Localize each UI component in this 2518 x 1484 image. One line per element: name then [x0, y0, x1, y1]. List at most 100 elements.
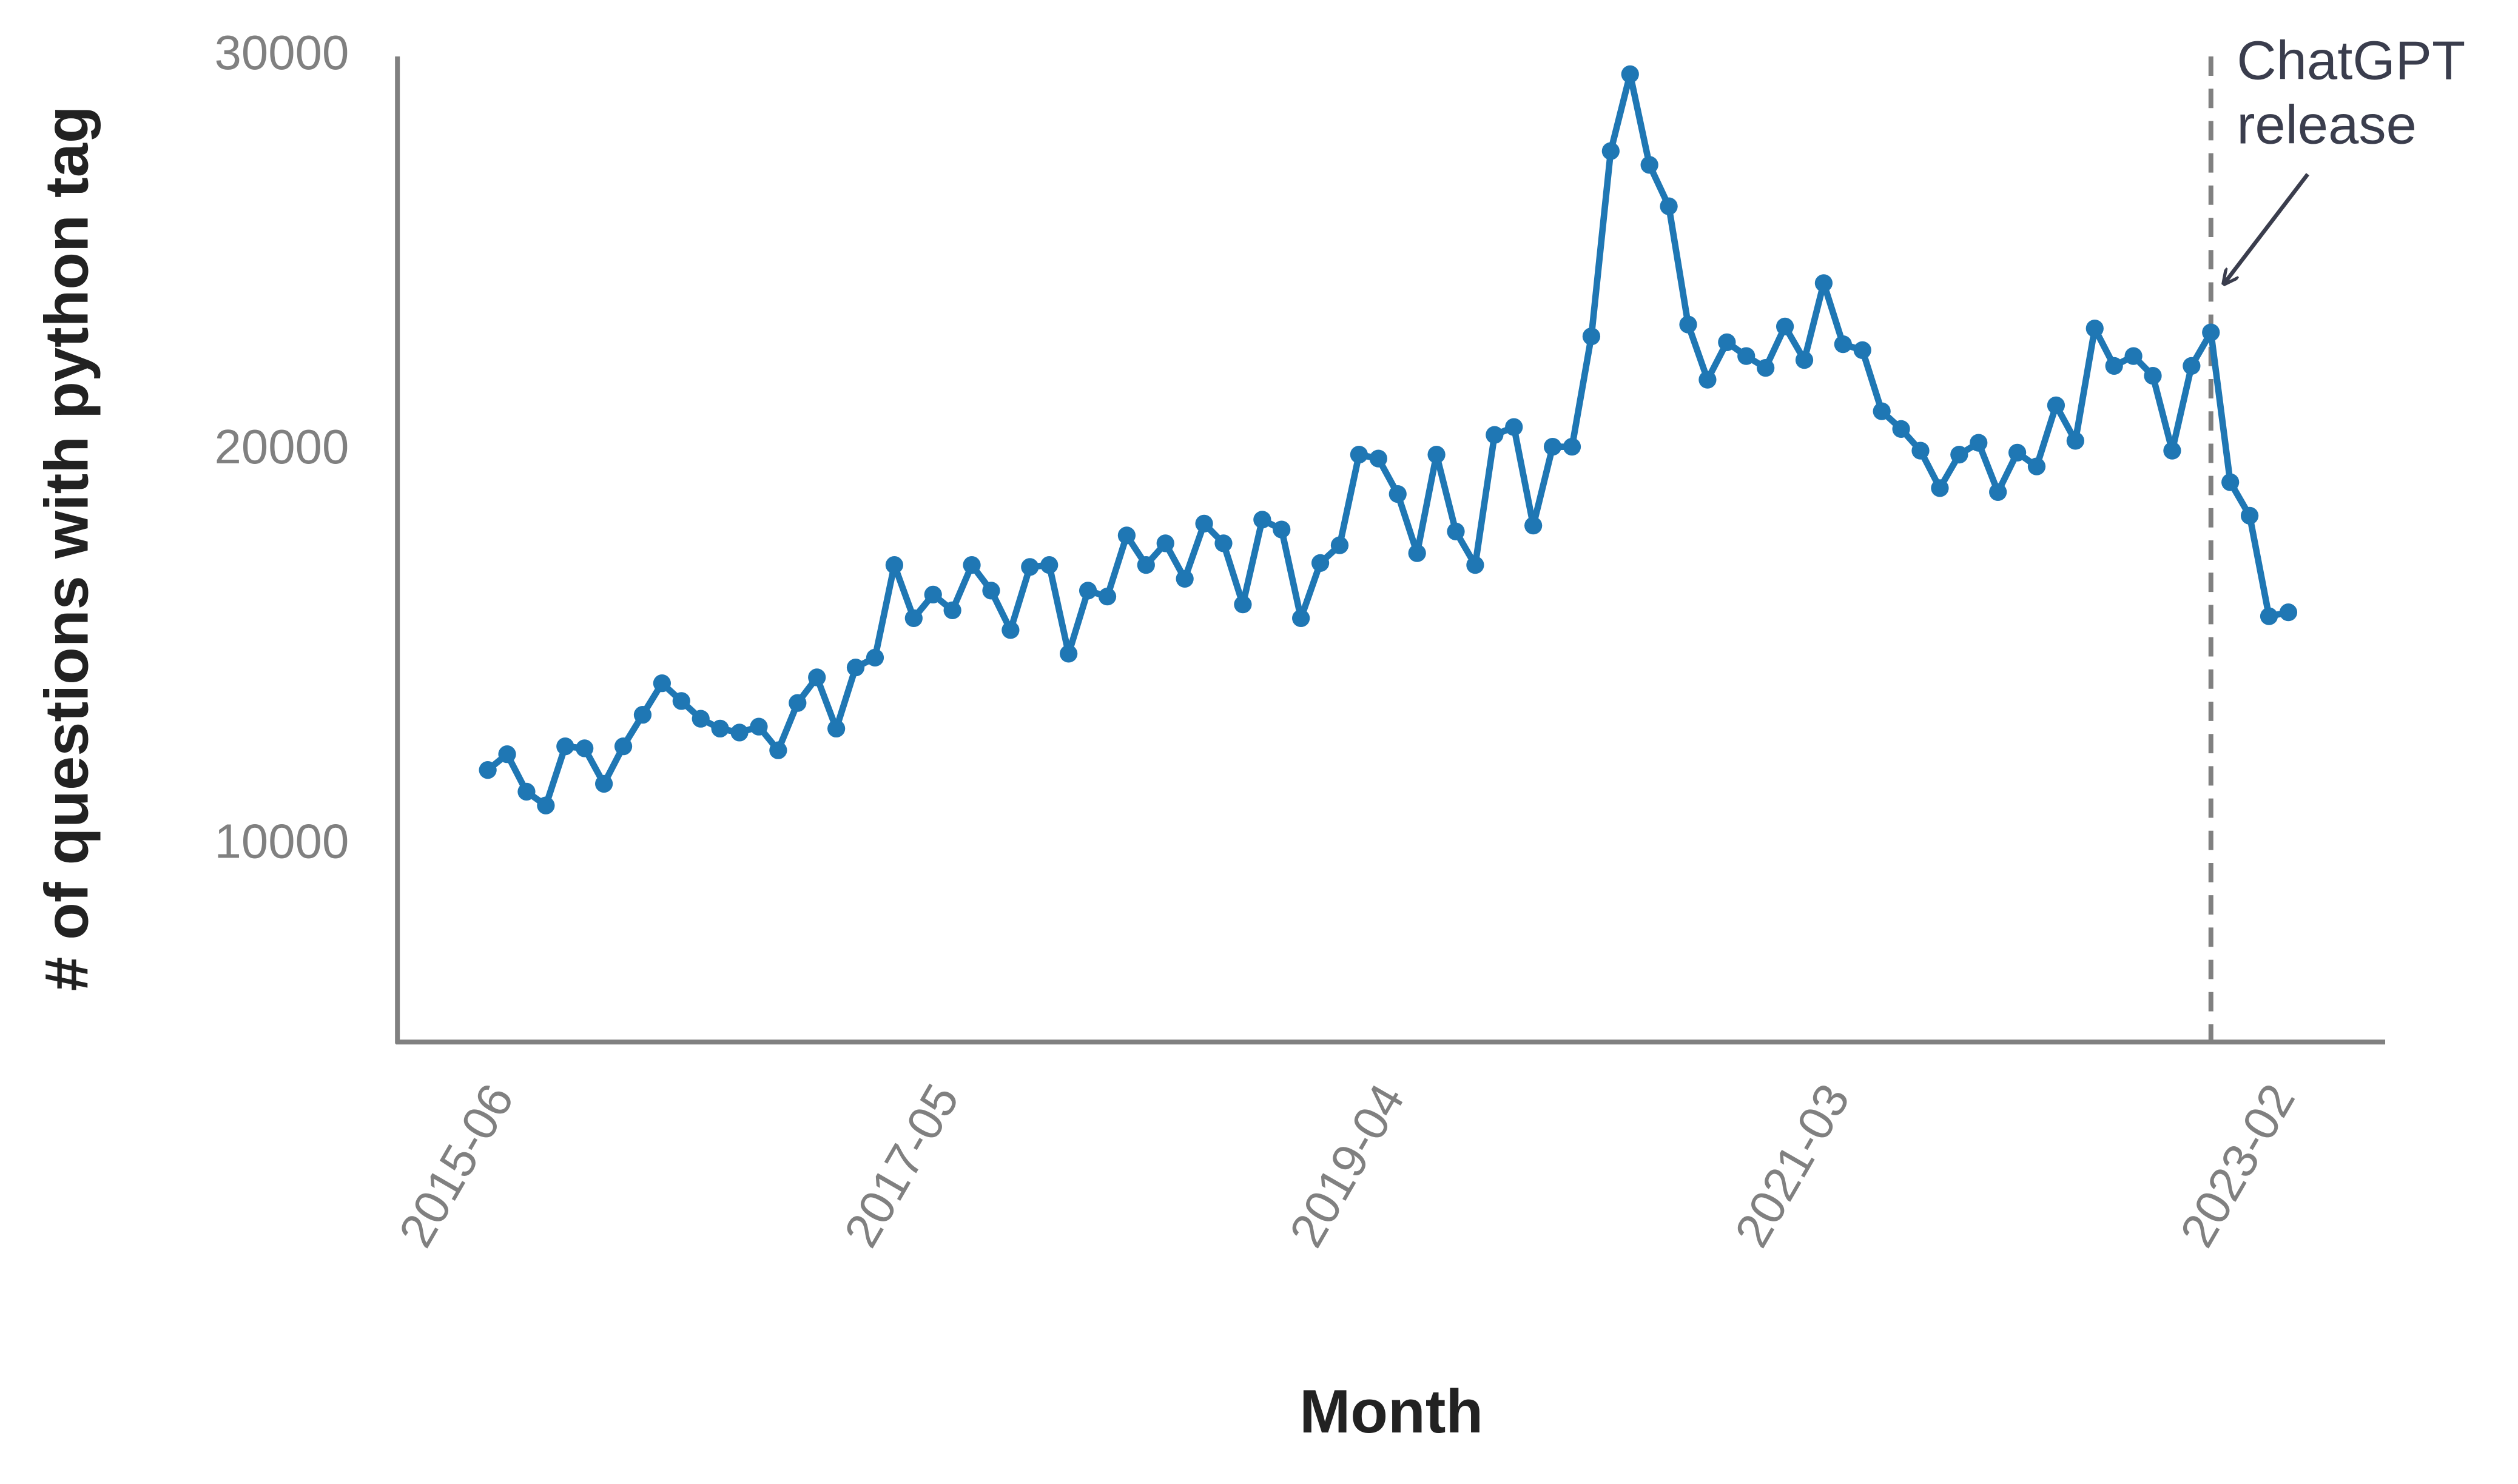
data-point — [517, 782, 536, 801]
data-point — [924, 585, 942, 604]
data-point — [1814, 274, 1833, 292]
data-point — [1718, 333, 1736, 352]
data-point — [1292, 609, 1310, 628]
data-point — [1466, 556, 1484, 574]
data-point — [2260, 607, 2278, 625]
data-point — [2047, 396, 2065, 415]
data-point — [1253, 511, 1271, 529]
data-point — [1989, 483, 2007, 502]
data-point — [1311, 554, 1330, 572]
data-point — [2221, 473, 2240, 491]
annotation-arrow — [2224, 173, 2309, 284]
data-point — [1079, 582, 1097, 600]
data-point — [1214, 534, 1233, 552]
data-point — [1137, 556, 1155, 574]
data-point — [1660, 197, 1678, 215]
y-tick-label: 20000 — [215, 420, 349, 474]
data-point — [1408, 544, 1426, 562]
data-point — [1873, 402, 1891, 420]
data-point — [2279, 603, 2298, 622]
data-point — [1369, 449, 1387, 468]
data-point — [827, 719, 846, 738]
data-point — [730, 724, 749, 742]
data-point — [479, 761, 497, 779]
data-point — [1950, 446, 1968, 464]
data-point — [1234, 596, 1252, 614]
data-point — [1176, 569, 1194, 588]
data-point — [1427, 446, 1446, 464]
data-point — [1330, 536, 1349, 554]
x-tick-label: 2017-05 — [833, 1075, 969, 1256]
data-point — [498, 745, 516, 764]
data-point — [1447, 522, 1465, 541]
data-point — [1524, 517, 1543, 535]
data-point — [1389, 485, 1407, 503]
data-point — [1543, 438, 1562, 456]
data-point — [692, 710, 710, 728]
data-point — [1001, 621, 1020, 639]
data-point — [1834, 335, 1852, 354]
data-point — [2027, 457, 2046, 475]
data-point — [537, 796, 555, 814]
data-point — [885, 556, 904, 574]
y-axis-label: # of questions with python tag — [33, 106, 101, 991]
data-point — [808, 668, 826, 687]
x-tick-label: 2023-02 — [2170, 1075, 2305, 1256]
data-point — [1892, 420, 1910, 438]
data-point — [1021, 558, 1039, 576]
data-point — [1776, 317, 1794, 336]
data-point — [1195, 514, 1213, 533]
data-point — [750, 717, 768, 736]
data-point — [1853, 341, 1871, 360]
data-point — [1040, 556, 1059, 574]
data-point — [711, 719, 729, 738]
data-point — [1350, 446, 1368, 464]
data-point — [2144, 367, 2162, 385]
data-point — [594, 774, 613, 793]
data-point — [866, 648, 884, 667]
data-point — [2202, 323, 2220, 341]
data-point — [614, 737, 633, 756]
y-tick-label: 10000 — [215, 814, 349, 868]
data-point — [1563, 438, 1581, 456]
data-point — [1931, 479, 1949, 497]
data-point — [1737, 347, 1756, 365]
annotation-text: ChatGPT — [2237, 30, 2465, 91]
data-point — [1117, 526, 1136, 545]
data-point — [2124, 347, 2143, 365]
x-tick-label: 2021-03 — [1725, 1075, 1860, 1256]
data-point — [1098, 588, 1117, 606]
data-point — [1698, 371, 1717, 389]
data-point — [2163, 442, 2181, 460]
data-point — [653, 674, 672, 693]
data-point — [633, 706, 652, 724]
x-tick-label: 2019-04 — [1279, 1075, 1414, 1256]
data-point — [846, 659, 865, 677]
data-point — [963, 556, 981, 574]
data-point — [2240, 506, 2259, 525]
data-point — [1060, 645, 1078, 663]
data-point — [769, 741, 787, 759]
x-axis-label: Month — [1299, 1378, 1483, 1446]
data-point — [2008, 443, 2027, 462]
data-point — [2066, 432, 2084, 450]
data-point — [1621, 65, 1639, 83]
data-point — [1505, 418, 1523, 436]
data-point — [2105, 357, 2123, 375]
y-tick-label: 30000 — [215, 25, 349, 79]
data-point — [1679, 315, 1697, 334]
data-point — [1640, 156, 1658, 174]
data-point — [1486, 426, 1504, 444]
data-point — [904, 609, 923, 628]
data-point — [576, 739, 594, 757]
data-point — [1156, 534, 1174, 552]
data-point — [1970, 434, 1988, 452]
data-point — [1795, 351, 1814, 369]
data-point — [556, 737, 574, 756]
data-point — [1582, 327, 1601, 346]
data-point — [1273, 520, 1291, 539]
data-point — [672, 692, 690, 710]
data-point — [943, 601, 961, 620]
